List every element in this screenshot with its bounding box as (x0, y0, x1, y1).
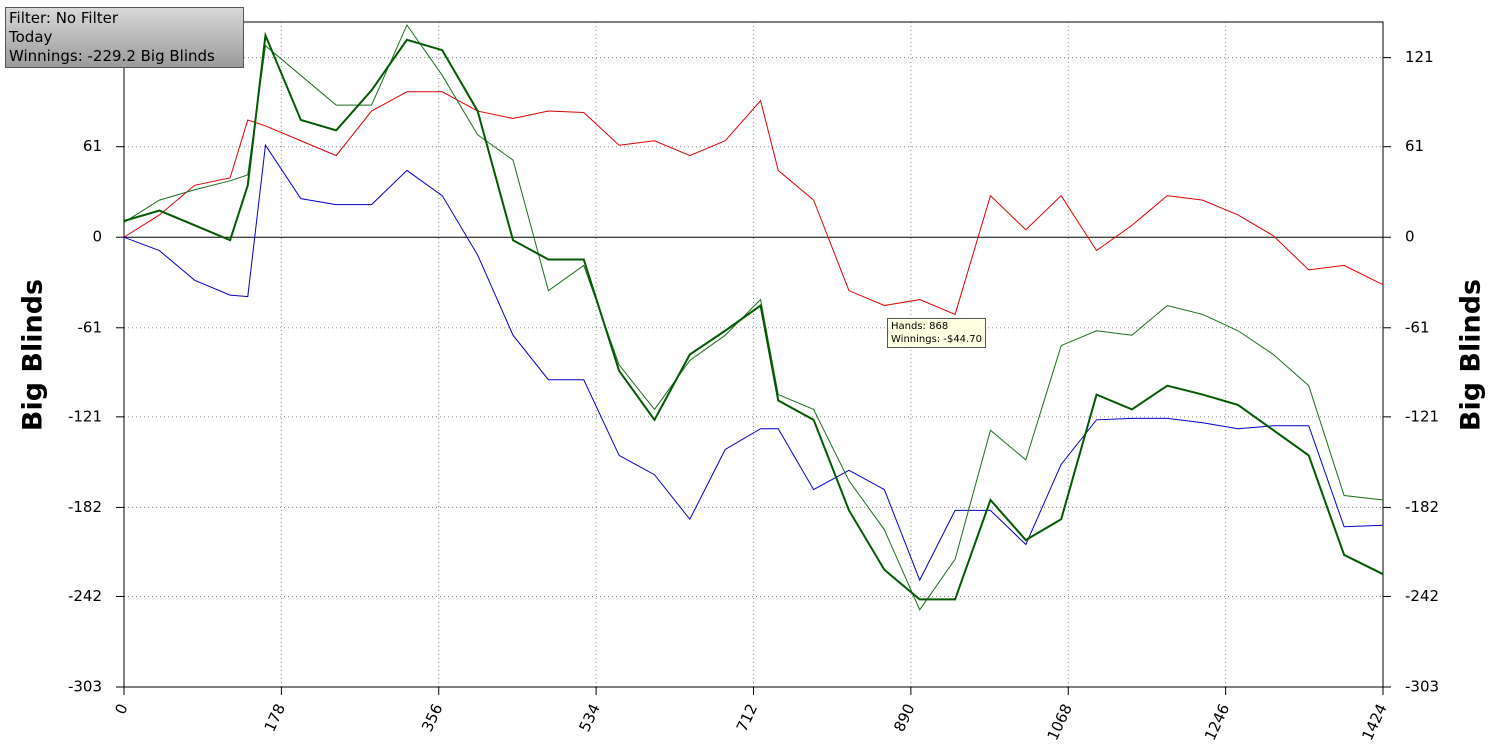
y-tick-label: -182 (68, 498, 102, 516)
x-tick-label: 1424 (1358, 701, 1390, 743)
series-line (123, 31, 1384, 601)
y-tick-label: 61 (1405, 137, 1424, 155)
y-tick-label: -121 (1405, 407, 1439, 425)
y-tick-label: -61 (78, 318, 103, 336)
y-tick-label: -121 (68, 407, 102, 425)
y-tick-label: -182 (1405, 498, 1439, 516)
y-tick-label: 0 (1405, 228, 1415, 246)
info-line: Filter: No Filter (9, 9, 119, 27)
info-box: Filter: No Filter Today Winnings: -229.2… (5, 7, 244, 68)
series-line (123, 143, 1384, 582)
x-tick-label: 534 (575, 701, 603, 735)
tooltip-line: Winnings: -$44.70 (891, 334, 982, 345)
y-tick-label: -61 (1405, 318, 1430, 336)
tooltip-line: Hands: 868 (891, 321, 949, 332)
y-axis-title: Big Blinds (1456, 279, 1487, 431)
y-tick-label: -303 (68, 678, 102, 696)
info-line: Winnings: -229.2 Big Blinds (9, 47, 215, 65)
x-tick-label: 1068 (1044, 701, 1076, 743)
x-tick-label: 178 (261, 701, 289, 735)
x-tick-label: 0 (111, 701, 131, 717)
plot-border (123, 21, 1384, 688)
series-line (123, 91, 1384, 316)
y-tick-label: -242 (68, 587, 102, 605)
x-tick-label: 356 (418, 701, 446, 735)
y-tick-label: -303 (1405, 678, 1439, 696)
y-tick-label: -242 (1405, 587, 1439, 605)
x-tick-label: 712 (733, 701, 761, 735)
y-tick-label: 61 (83, 137, 102, 155)
y-tick-label: 0 (92, 228, 102, 246)
tooltip: Hands: 868 Winnings: -$44.70 (887, 318, 986, 348)
info-line: Today (9, 28, 53, 46)
x-tick-label: 890 (890, 701, 918, 735)
x-tick-label: 1246 (1201, 701, 1233, 743)
y-axis-title: Big Blinds (18, 279, 49, 431)
y-tick-label: 121 (1405, 48, 1434, 66)
